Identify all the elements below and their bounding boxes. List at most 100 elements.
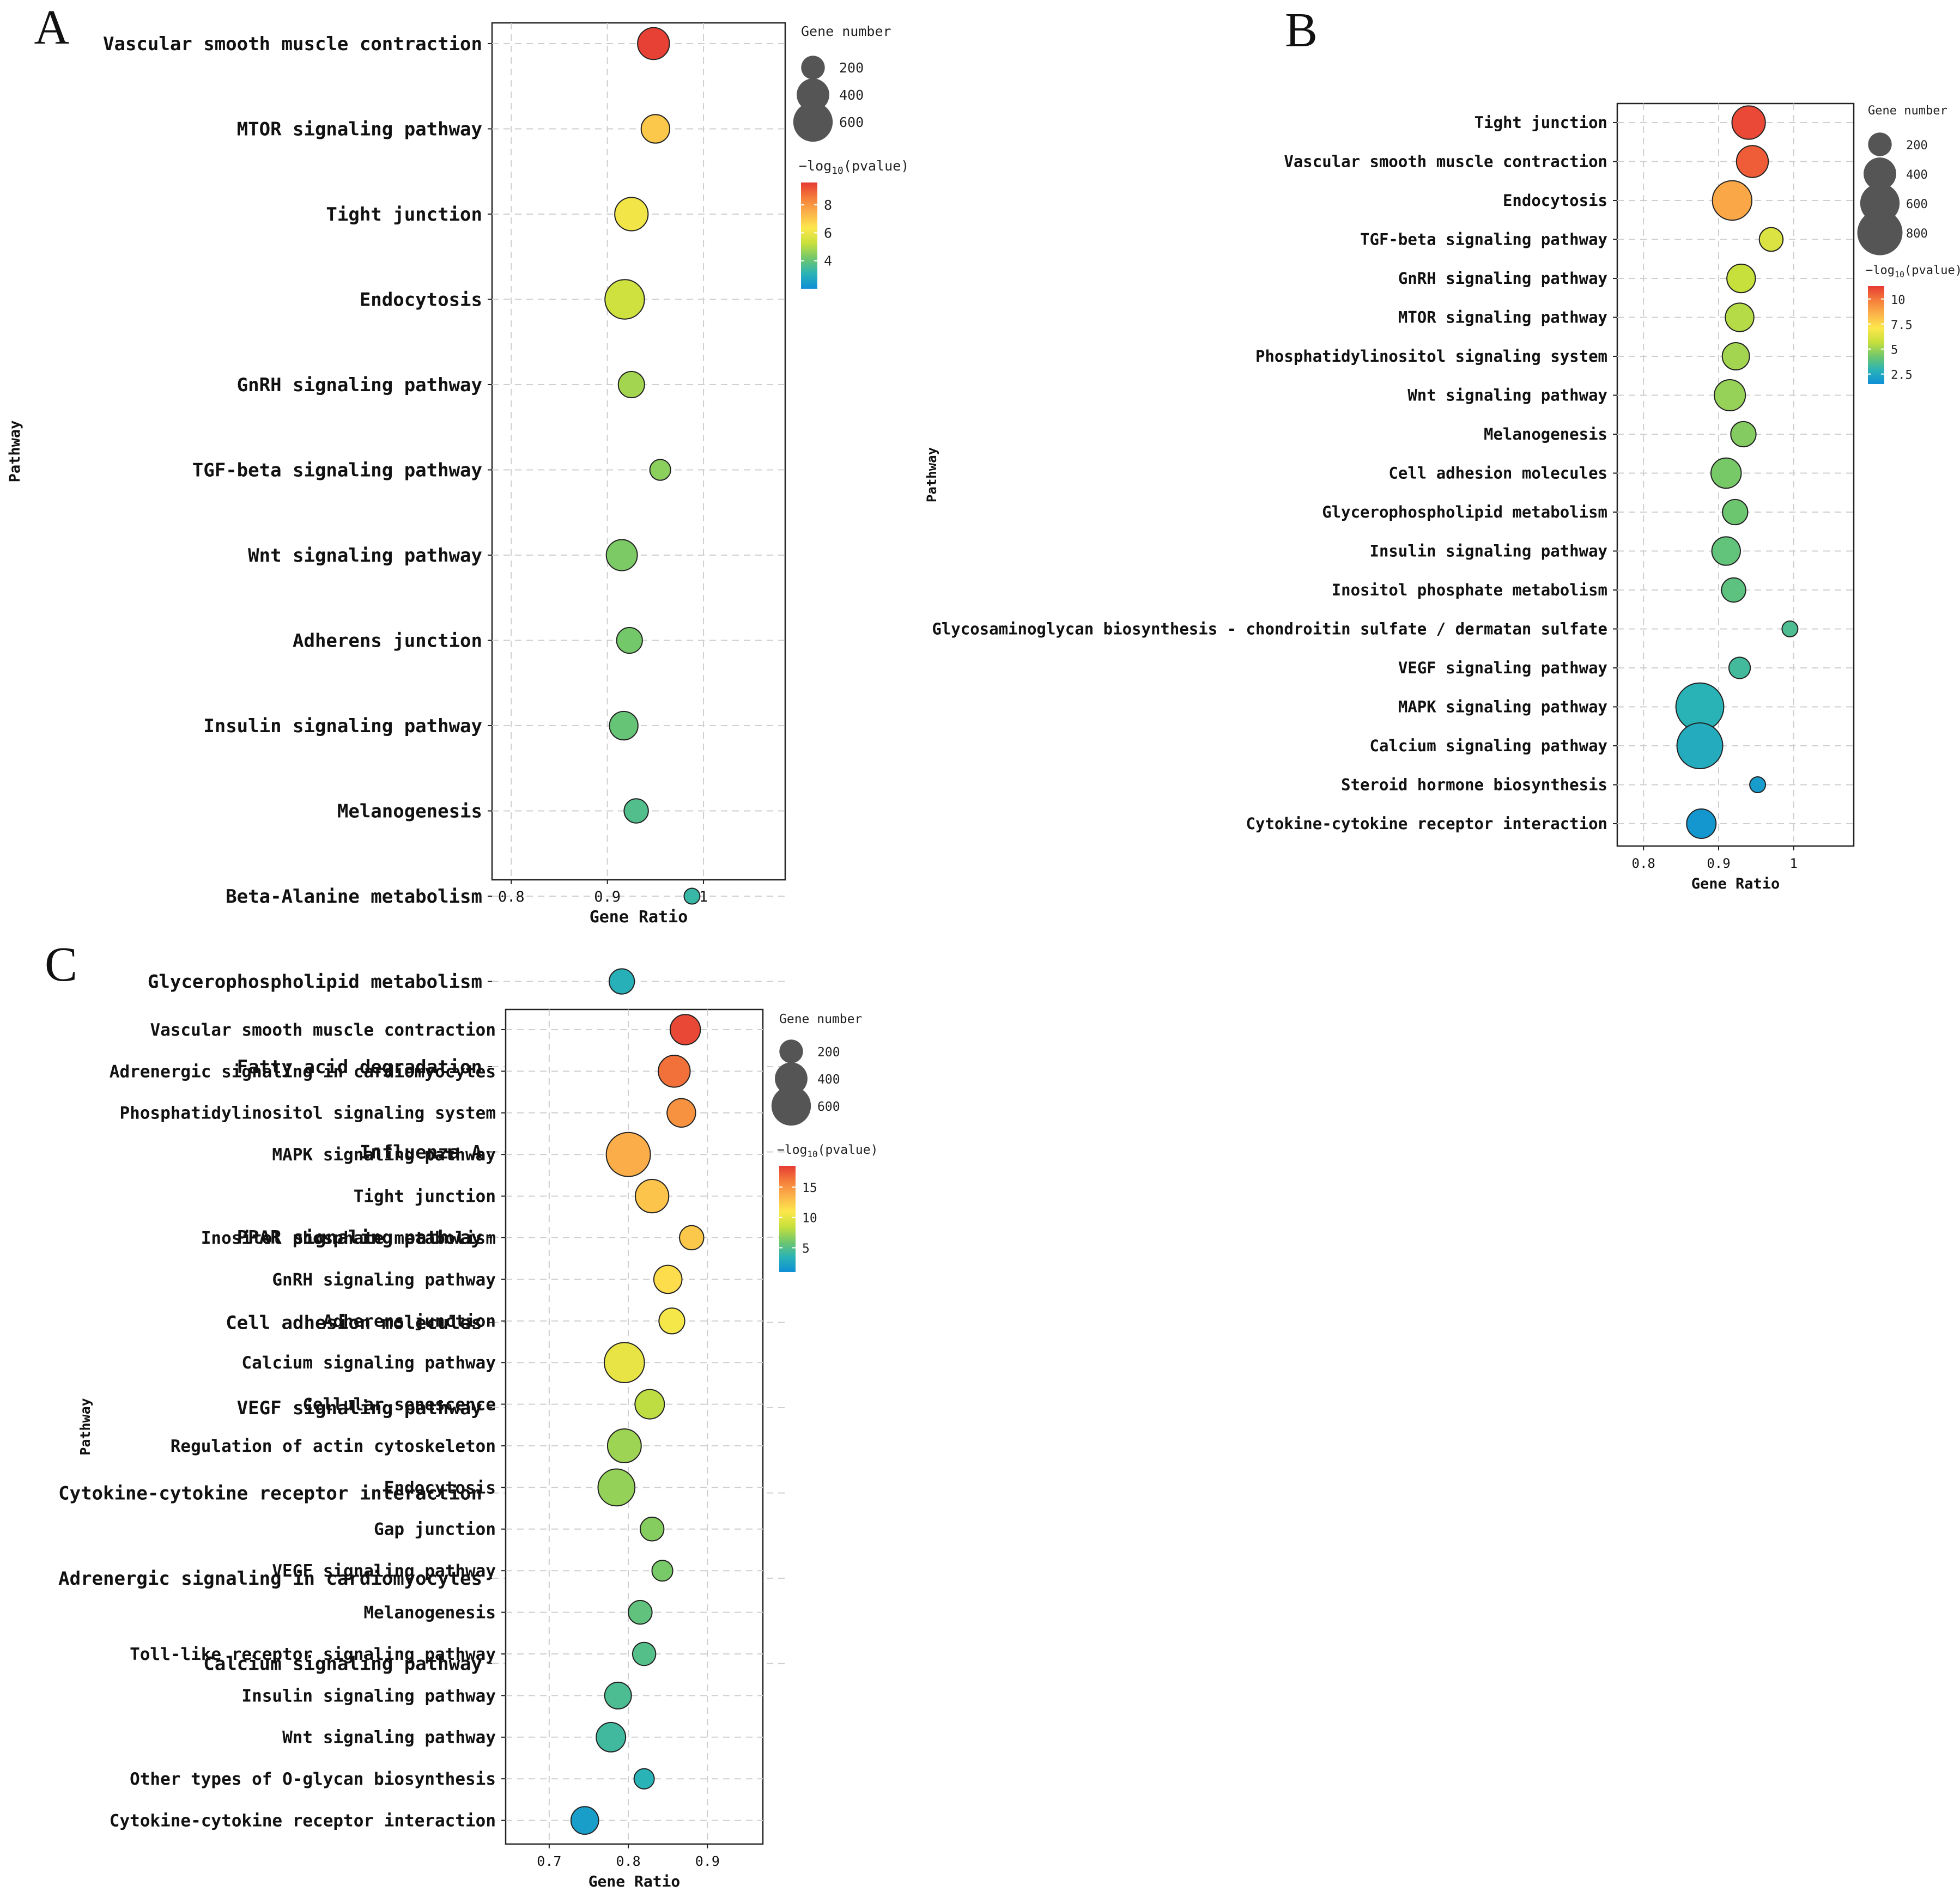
ytick-label: Influenza A [360, 1141, 482, 1163]
color-legend-tick-label: 10 [802, 1212, 817, 1226]
data-point [666, 1098, 696, 1128]
ytick-label: Gap junction [374, 1520, 496, 1540]
ytick-label: Cellular senescence [302, 1395, 496, 1414]
panel-B: B Tight junction Vascular smooth muscle co… [924, 3, 1960, 892]
size-legend-label: 600 [839, 114, 864, 130]
data-point [1730, 421, 1757, 448]
data-point [679, 1225, 705, 1251]
xtick-label: 0.9 [695, 1853, 720, 1869]
y-axis-label: Pathway [7, 421, 23, 483]
size-legend-label: 200 [1906, 139, 1928, 153]
ytick-label: GnRH signaling pathway [237, 374, 482, 396]
ytick-label: TGF-beta signaling pathway [192, 459, 482, 481]
ytick-label: Vascular smooth muscle contraction [1284, 153, 1607, 171]
ytick-label: Adrenergic signaling in cardiomyocytes [110, 1062, 496, 1081]
xtick-label: 0.7 [537, 1853, 561, 1869]
ytick-label: Inositol phosphate metabolism [201, 1228, 496, 1248]
data-point [653, 1264, 683, 1294]
x-axis-label: Gene Ratio [588, 1872, 681, 1890]
ytick-label: Glycerophospholipid metabolism [1322, 503, 1607, 521]
color-legend-tick-label: 7.5 [1891, 319, 1913, 332]
xtick-label: 0.9 [594, 889, 621, 905]
data-point [614, 197, 649, 232]
color-legend-bar [779, 1166, 796, 1272]
size-legend-label: 400 [1906, 168, 1928, 182]
plot-frame [491, 22, 786, 881]
data-point [1725, 302, 1755, 332]
ytick-label: Vascular smooth muscle contraction [103, 33, 482, 55]
data-point [570, 1806, 599, 1835]
data-point [683, 887, 701, 905]
ytick-label: MAPK signaling pathway [272, 1145, 496, 1165]
data-point [604, 1342, 645, 1383]
ytick-label: Calcium signaling pathway [1370, 737, 1608, 755]
ytick-label: Adherens junction [293, 630, 482, 652]
data-point [597, 1468, 636, 1507]
ytick-label: Phosphatidylinositol signaling system [119, 1104, 496, 1123]
ytick-label: MTOR signaling pathway [237, 118, 482, 140]
data-point [634, 1389, 665, 1420]
ytick-label: VEGF signaling pathway [272, 1561, 496, 1581]
ytick-label: Wnt signaling pathway [282, 1728, 496, 1748]
data-point [617, 370, 645, 399]
ytick-label: Melanogenesis [337, 800, 482, 822]
ytick-label: Phosphatidylinositol signaling system [1255, 347, 1607, 366]
data-point [658, 1055, 691, 1088]
size-legend-circle [771, 1086, 811, 1126]
data-point [1710, 457, 1742, 489]
ytick-label: Tight junction [326, 204, 482, 226]
color-legend-tick-label: 6 [824, 225, 832, 241]
ytick-label: Beta-Alanine metabolism [226, 886, 482, 908]
size-legend-title: Gene number [1868, 104, 1947, 118]
size-legend-label: 200 [817, 1045, 840, 1060]
data-point [604, 279, 645, 320]
data-point [639, 1517, 665, 1542]
data-point [623, 798, 649, 824]
data-point [635, 1178, 670, 1214]
size-legend-label: 800 [1906, 227, 1928, 241]
size-legend-circle [1868, 132, 1892, 156]
data-point [632, 1641, 657, 1666]
ytick-label: Tight junction [1474, 113, 1607, 132]
x-axis-label: Gene Ratio [1691, 875, 1780, 892]
color-legend-tick-label: 15 [802, 1181, 817, 1195]
ytick-label: Wnt signaling pathway [1407, 386, 1607, 405]
color-legend-title: −log10(pvalue) [777, 1143, 878, 1159]
color-legend-title: −log10(pvalue) [799, 158, 909, 177]
data-point [633, 1768, 655, 1790]
ytick-label: Inositol phosphate metabolism [1332, 581, 1607, 599]
data-point [596, 1721, 627, 1753]
ytick-label: Endocytosis [1503, 191, 1607, 210]
data-point [1758, 227, 1784, 252]
data-point [658, 1307, 685, 1335]
size-legend-label: 400 [817, 1073, 840, 1087]
size-legend-title: Gene number [801, 23, 891, 39]
ytick-label: Adherens junction [323, 1312, 496, 1331]
data-point [640, 114, 671, 144]
size-legend-circle [779, 1039, 803, 1063]
size-legend-title: Gene number [779, 1012, 862, 1026]
xtick-label: 1 [1790, 856, 1798, 871]
ytick-label: VEGF signaling pathway [1398, 659, 1607, 677]
ytick-label: Calcium signaling pathway [241, 1353, 496, 1373]
color-legend-tick-label: 8 [824, 197, 832, 213]
panel-letter-A: A [34, 1, 70, 54]
size-legend-label: 600 [817, 1100, 840, 1114]
ytick-label: Calcium signaling pathway [203, 1653, 482, 1675]
ytick-label: MAPK signaling pathway [1398, 698, 1607, 716]
data-point [628, 1599, 653, 1625]
ytick-label: Glycosaminoglycan biosynthesis - chondro… [932, 620, 1607, 638]
data-point [1722, 498, 1749, 526]
color-legend-bar [801, 182, 817, 289]
size-legend-label: 600 [1906, 198, 1928, 211]
size-legend-circle [1864, 157, 1896, 190]
panel-letter-B: B [1285, 3, 1318, 57]
data-point [1686, 808, 1717, 839]
ytick-label: GnRH signaling pathway [1398, 269, 1607, 288]
panel-A: A Vascular smooth muscle contraction MTOR … [7, 1, 909, 1685]
ytick-label: Regulation of actin cytoskeleton [171, 1437, 496, 1456]
ytick-label: TGF-beta signaling pathway [1360, 230, 1607, 249]
data-point [1711, 536, 1741, 566]
ytick-label: Adrenergic signaling in cardiomyocytes [58, 1568, 482, 1590]
ytick-label: Vascular smooth muscle contraction [150, 1020, 496, 1040]
